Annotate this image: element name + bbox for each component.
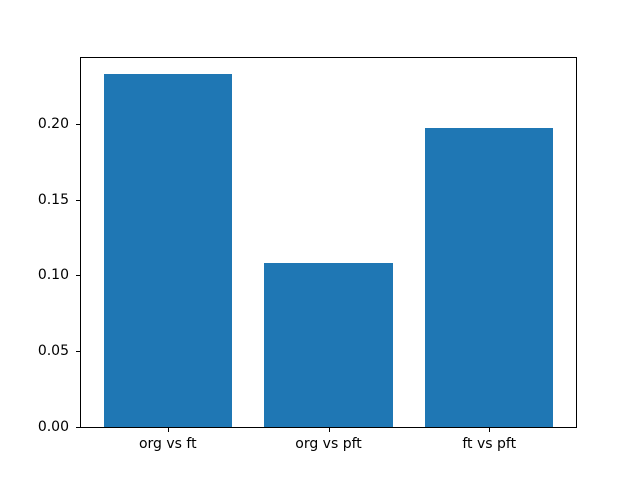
bar-org-vs-ft	[103, 73, 233, 427]
x-tick-label: ft vs pft	[462, 436, 517, 452]
x-tick-mark	[167, 428, 169, 432]
plot-area	[80, 57, 577, 428]
bar-org-vs-pft	[264, 263, 393, 427]
bar-ft-vs-pft	[424, 128, 554, 427]
y-tick-label: 0.05	[37, 343, 69, 360]
y-tick-label: 0.10	[37, 267, 69, 284]
x-tick-mark	[328, 428, 330, 432]
y-tick-mark	[76, 199, 80, 201]
x-tick-label: org vs pft	[295, 436, 362, 452]
x-tick-mark	[489, 428, 491, 432]
y-tick-mark	[76, 123, 80, 125]
x-tick-label: org vs ft	[138, 436, 197, 452]
y-tick-label: 0.00	[37, 419, 69, 435]
y-tick-mark	[76, 275, 80, 277]
y-tick-mark	[76, 427, 80, 428]
y-tick-mark	[76, 351, 80, 353]
y-tick-label: 0.15	[37, 191, 69, 208]
y-tick-label: 0.20	[37, 115, 69, 132]
